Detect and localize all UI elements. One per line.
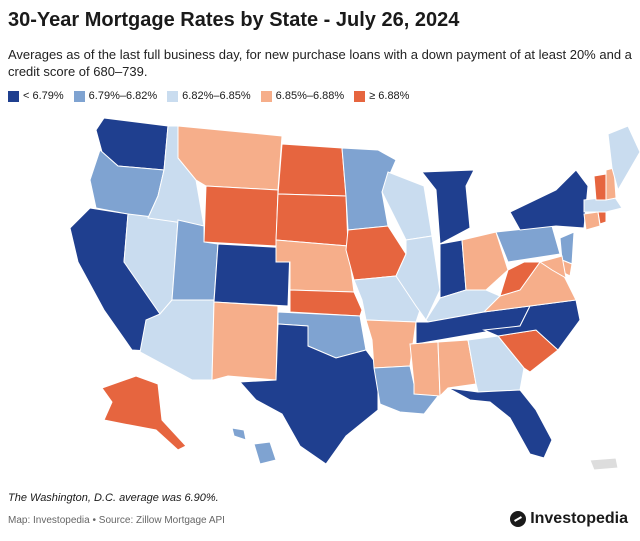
page-title: 30-Year Mortgage Rates by State - July 2… [8, 9, 460, 31]
subtitle: Averages as of the last full business da… [8, 47, 632, 79]
dc-note: The Washington, D.C. average was 6.90%. [8, 492, 219, 504]
legend-swatch-1 [8, 90, 19, 102]
state-MN[interactable] [341, 147, 397, 231]
state-ME[interactable] [607, 125, 640, 192]
state-CO[interactable] [213, 243, 291, 307]
state-CT[interactable] [583, 211, 601, 231]
state-HI[interactable] [231, 427, 247, 441]
legend-swatch-3 [167, 90, 179, 102]
state-RI[interactable] [597, 211, 607, 225]
state-PA[interactable] [495, 225, 561, 263]
source-credit: Map: Investopedia • Source: Zillow Mortg… [8, 515, 225, 526]
brand-name: Investopedia [530, 510, 628, 527]
legend-label-5: ≥ 6.88% [369, 90, 410, 102]
state-MD[interactable] [538, 255, 567, 279]
investopedia-logo-icon [510, 511, 527, 527]
legend-item-2: 6.79%–6.82% [73, 90, 158, 102]
legend-swatch-4 [260, 90, 272, 102]
state-AL[interactable] [437, 339, 477, 398]
legend-item-5: ≥ 6.88% [354, 90, 409, 102]
state-IN[interactable] [439, 239, 467, 299]
legend-label-2: 6.79%–6.82% [88, 90, 158, 102]
state-MS[interactable] [409, 341, 441, 397]
legend-label-3: 6.82%–6.85% [182, 90, 251, 102]
state-NY[interactable] [509, 169, 589, 231]
state-KS[interactable] [289, 289, 363, 317]
state-HI-island [253, 441, 277, 465]
legend-label-1: < 6.79% [23, 90, 64, 102]
state-OH[interactable] [461, 231, 509, 291]
legend: < 6.79% 6.79%–6.82% 6.82%–6.85% 6.85%–6.… [8, 90, 409, 102]
dc-inset [589, 457, 619, 471]
us-map [69, 117, 640, 471]
state-SD[interactable] [275, 193, 349, 247]
legend-swatch-2 [73, 90, 85, 102]
brand-logo: Investopedia [510, 510, 628, 528]
legend-item-1: < 6.79% [8, 90, 64, 102]
state-NC[interactable] [482, 299, 581, 351]
state-WY[interactable] [203, 185, 279, 247]
state-FL[interactable] [447, 387, 553, 459]
state-NH[interactable] [605, 167, 617, 201]
state-NM[interactable] [205, 301, 279, 383]
legend-item-3: 6.82%–6.85% [167, 90, 251, 102]
state-TX[interactable] [238, 323, 379, 465]
state-AR[interactable] [365, 319, 417, 369]
legend-swatch-5 [354, 90, 366, 102]
state-LA[interactable] [373, 365, 439, 415]
state-VT[interactable] [593, 173, 607, 201]
legend-item-4: 6.85%–6.88% [260, 90, 345, 102]
state-ND[interactable] [277, 143, 347, 197]
legend-label-4: 6.85%–6.88% [275, 90, 345, 102]
state-WV[interactable] [499, 261, 541, 297]
state-IL[interactable] [395, 235, 441, 321]
state-MI[interactable] [421, 169, 475, 245]
state-AK[interactable] [101, 375, 187, 451]
state-IA[interactable] [345, 225, 407, 281]
